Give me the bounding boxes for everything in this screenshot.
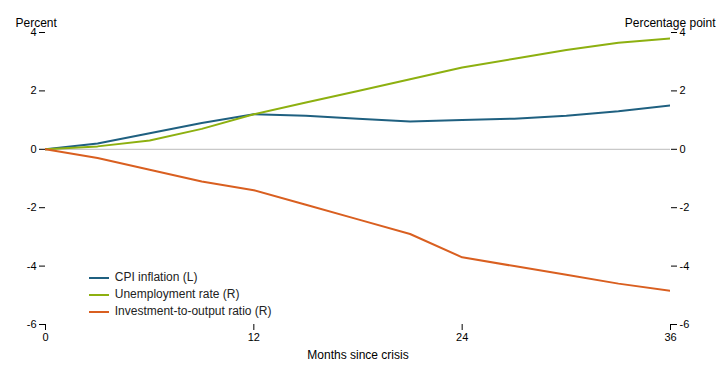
svg-text:-2: -2	[27, 201, 37, 213]
svg-text:2: 2	[680, 84, 686, 96]
svg-text:4: 4	[30, 26, 37, 38]
svg-text:Percent: Percent	[16, 16, 58, 30]
svg-text:Percentage point: Percentage point	[625, 16, 716, 30]
html-text:Unemployment rate (R): Unemployment rate (R)	[114, 287, 240, 301]
html-text:Investment-to-output ratio (R): Investment-to-output ratio (R)	[114, 304, 272, 318]
svg-text:4: 4	[679, 26, 686, 38]
svg-text:-6: -6	[680, 318, 690, 330]
svg-text:24: 24	[456, 331, 468, 343]
svg-text:Months since crisis: Months since crisis	[307, 348, 408, 362]
svg-text:0: 0	[42, 331, 48, 343]
svg-text:-2: -2	[680, 201, 690, 213]
svg-text:12: 12	[248, 331, 260, 343]
svg-text:-4: -4	[27, 260, 37, 272]
svg-text:-6: -6	[27, 318, 37, 330]
svg-text:0: 0	[30, 143, 36, 155]
svg-text:2: 2	[30, 84, 36, 96]
svg-text:0: 0	[680, 143, 686, 155]
svg-text:36: 36	[664, 331, 676, 343]
svg-text:-4: -4	[680, 260, 690, 272]
html-text:CPI inflation (L): CPI inflation (L)	[114, 270, 198, 284]
